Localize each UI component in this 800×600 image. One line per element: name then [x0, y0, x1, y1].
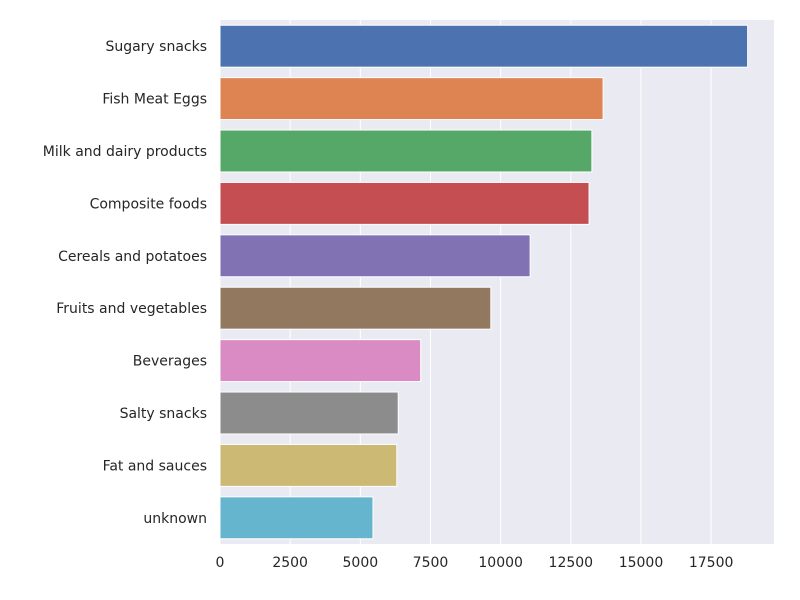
x-tick-label: 10000 [478, 555, 523, 571]
bar [219, 24, 749, 68]
bar [219, 443, 398, 487]
category-label: Salty snacks [120, 406, 207, 422]
category-label: Cereals and potatoes [58, 249, 207, 265]
category-label: Milk and dairy products [43, 144, 207, 160]
bar [219, 286, 492, 330]
x-tick-label: 7500 [413, 555, 449, 571]
bar [219, 234, 531, 278]
category-label: Fish Meat Eggs [102, 92, 207, 108]
bar [219, 496, 374, 540]
x-tick-labels: 0 2500 5000 7500 10000 12500 15000 17500 [216, 555, 734, 571]
x-tick-label: 5000 [343, 555, 379, 571]
bar [219, 129, 593, 173]
x-tick-label: 2500 [272, 555, 308, 571]
bar [219, 77, 604, 121]
category-label: unknown [143, 511, 207, 527]
bars [219, 24, 749, 540]
x-tick-label: 15000 [619, 555, 664, 571]
category-label: Beverages [133, 354, 207, 370]
x-tick-label: 17500 [689, 555, 734, 571]
x-tick-label: 0 [216, 555, 225, 571]
category-label: Fat and sauces [103, 458, 207, 474]
x-tick-label: 12500 [549, 555, 594, 571]
category-label: Sugary snacks [105, 39, 207, 55]
bar [219, 339, 422, 383]
category-labels: Sugary snacks Fish Meat Eggs Milk and dair… [43, 39, 207, 527]
bar [219, 181, 590, 225]
category-label: Fruits and vegetables [56, 301, 207, 317]
bar [219, 391, 399, 435]
category-label: Composite foods [90, 196, 207, 212]
